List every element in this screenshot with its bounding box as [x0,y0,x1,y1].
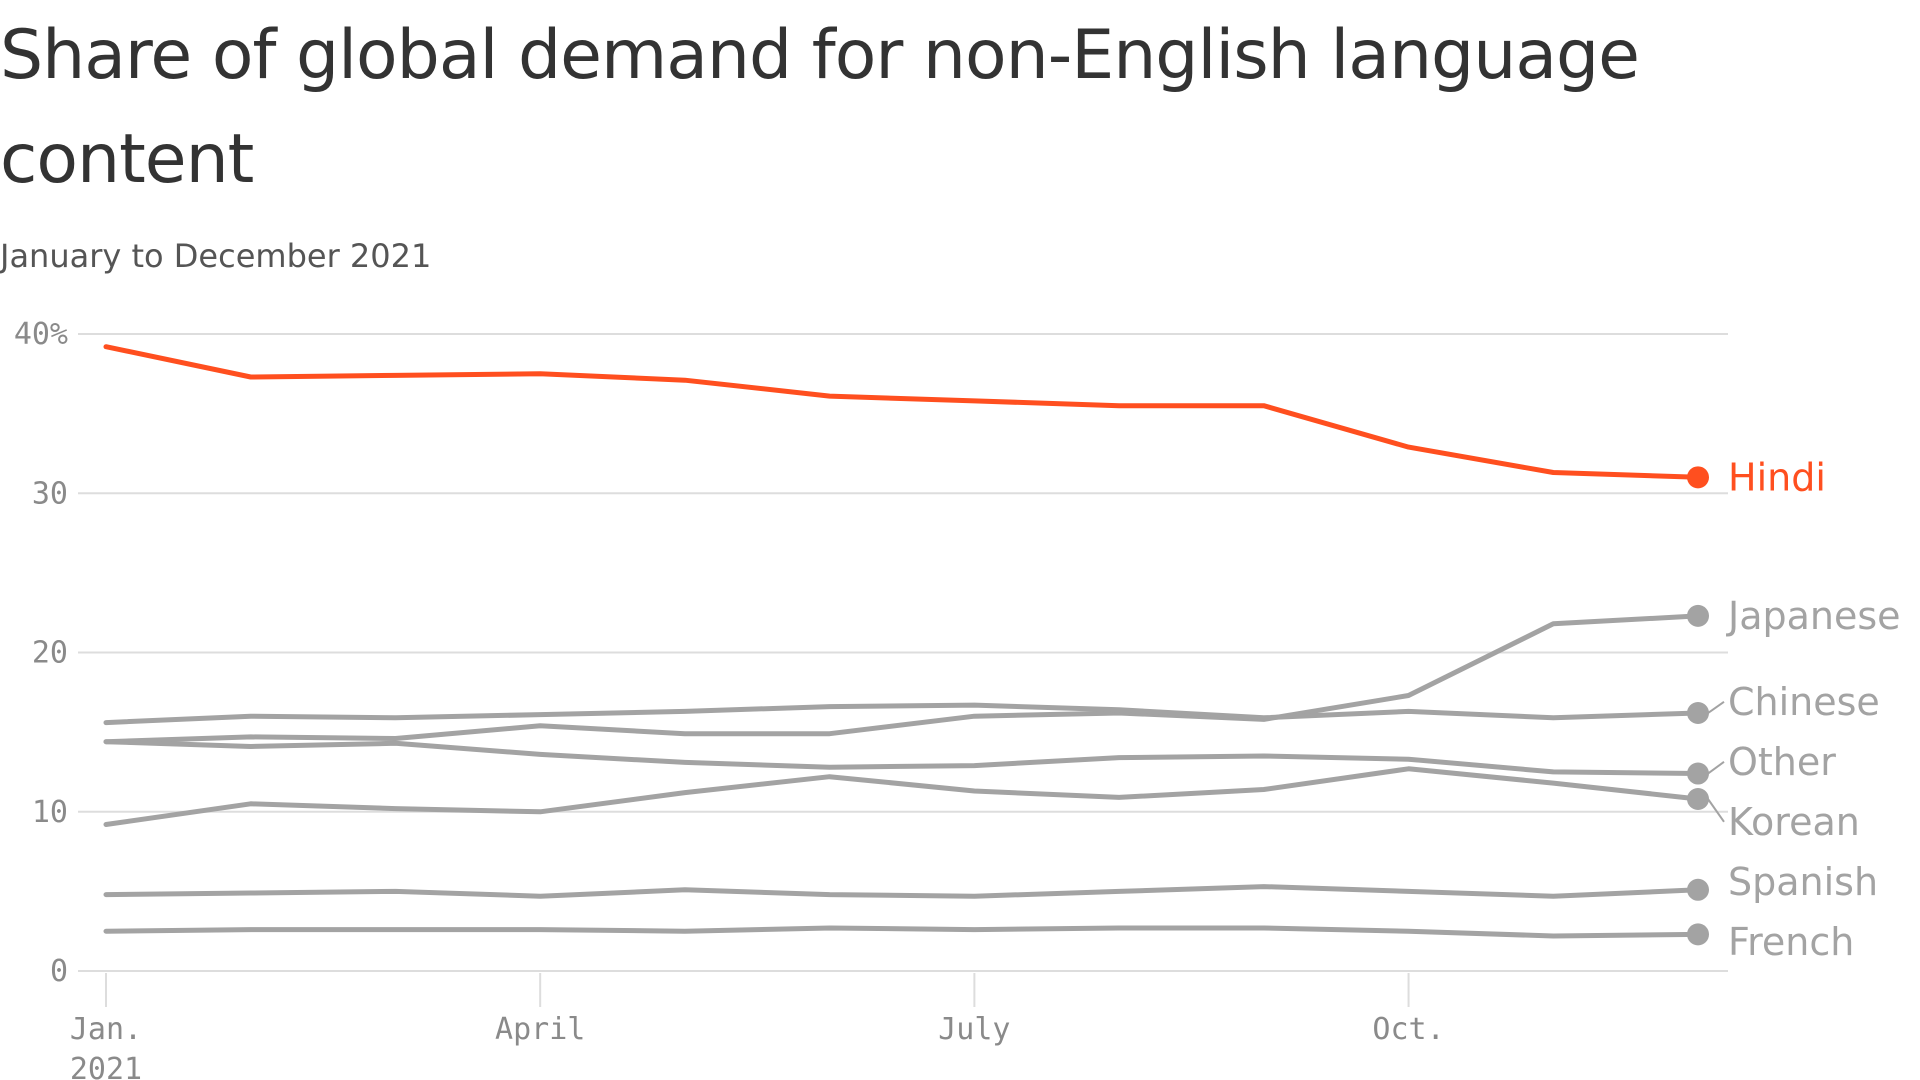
y-tick-label: 40% [14,317,68,352]
series-line-french [103,925,1701,939]
gridlines [78,333,1728,972]
label-leader-chinese [1707,701,1725,714]
series-line-japanese [103,613,1701,745]
series-label-hindi: Hindi [1728,455,1826,499]
chart-subtitle: January to December 2021 [0,237,432,275]
series-label-korean: Korean [1728,800,1860,844]
label-leader-other [1707,761,1725,775]
series-endpoint-hindi [1687,466,1709,489]
series-label-spanish: Spanish [1728,860,1878,904]
y-tick-label: 10 [32,795,68,830]
y-tick-label: 30 [32,476,68,511]
series-endpoint-korean [1687,788,1709,811]
series-label-french: French [1728,920,1854,964]
series-lines [103,344,1709,946]
series-line-korean [103,766,1701,827]
series-endpoint-french [1687,923,1709,946]
y-axis-ticks: 0 10 20 30 40% [14,317,68,989]
x-tick-label: April [495,1012,585,1047]
x-tick-year-label: 2021 [70,1052,142,1080]
series-endpoint-spanish [1687,878,1709,901]
y-tick-label: 0 [50,954,68,989]
series-labels: Hindi Japanese Chinese Other Korean Spanish Fr… [1707,455,1901,964]
series-endpoint-japanese [1687,604,1709,627]
x-tick-label: Jan. [70,1012,142,1047]
series-line-hindi [103,344,1701,480]
series-line-other [103,739,1701,776]
series-label-chinese: Chinese [1728,680,1880,724]
chart-title: Share of global demand for non-English l… [0,16,1640,199]
series-label-japanese: Japanese [1726,594,1901,638]
x-tick-label: July [938,1012,1010,1047]
series-line-spanish [103,884,1701,899]
series-label-other: Other [1728,740,1836,784]
series-endpoint-other [1687,762,1709,785]
series-line-chinese [103,702,1701,726]
x-tick-label: Oct. [1372,1012,1444,1047]
series-endpoint-chinese [1687,702,1709,725]
y-tick-label: 20 [32,636,68,671]
label-leader-korean [1707,798,1725,823]
x-axis-ticks: Jan. 2021 April July Oct. [70,973,1445,1080]
